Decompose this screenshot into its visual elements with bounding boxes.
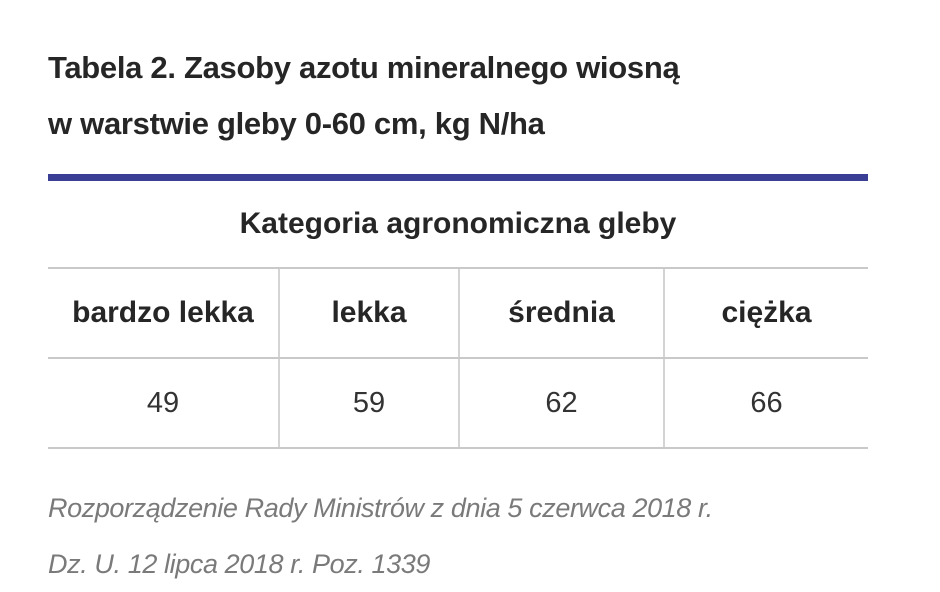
table-title-line-1: Tabela 2. Zasoby azotu mineralnego wiosn…	[48, 50, 680, 85]
value-cell-lekka: 59	[278, 359, 458, 447]
value-cell-bardzo-lekka: 49	[146, 386, 180, 419]
source-line-2: Dz. U. 12 lipca 2018 r. Poz. 1339	[48, 549, 431, 579]
column-header-row: bardzo lekka lekka średnia ciężka	[48, 269, 868, 359]
source-note: Rozporządzenie Rady Ministrów z dnia 5 c…	[48, 480, 713, 592]
column-header-srednia: średnia	[458, 269, 663, 357]
table-title-line-2: w warstwie gleby 0-60 cm, kg N/ha	[48, 106, 545, 141]
table-title: Tabela 2. Zasoby azotu mineralnego wiosn…	[48, 40, 888, 152]
group-header: Kategoria agronomiczna gleby	[48, 181, 868, 269]
value-cell-ciezka: 66	[663, 359, 868, 447]
table-row: 49 59 62 66	[48, 359, 868, 449]
nitrogen-table: Kategoria agronomiczna gleby bardzo lekk…	[48, 181, 868, 449]
column-header-lekka: lekka	[278, 269, 458, 357]
column-header-ciezka: ciężka	[663, 269, 868, 357]
value-cell-srednia: 62	[458, 359, 663, 447]
source-line-1: Rozporządzenie Rady Ministrów z dnia 5 c…	[48, 493, 713, 523]
accent-rule	[48, 174, 868, 181]
column-header-bardzo-lekka: bardzo lekka	[72, 296, 254, 329]
